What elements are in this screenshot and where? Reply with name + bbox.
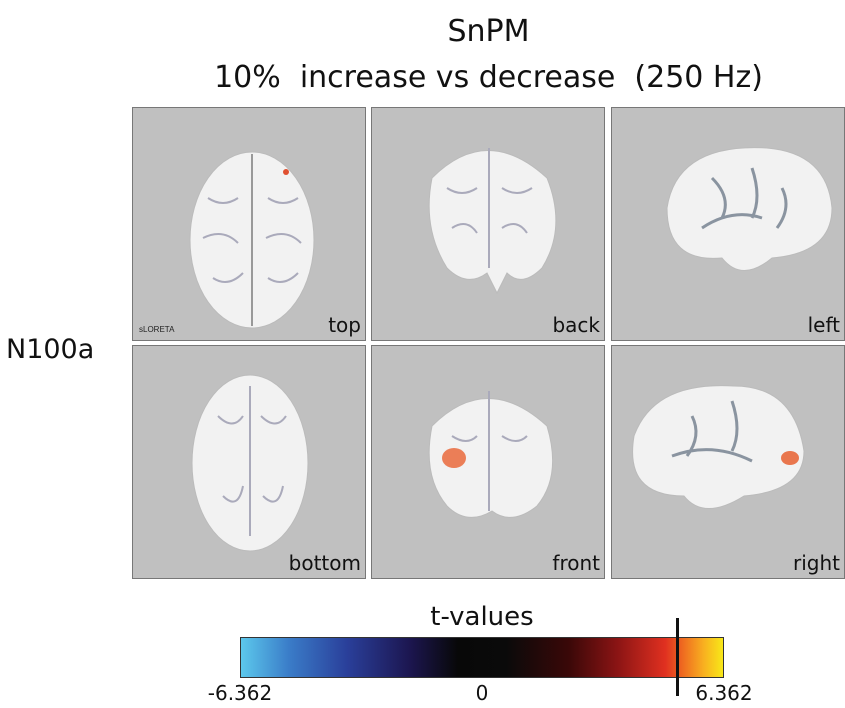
- view-label: left: [808, 313, 840, 337]
- view-label: right: [793, 551, 840, 575]
- colorbar-tick-label: -6.362: [208, 681, 272, 705]
- view-label: back: [552, 313, 600, 337]
- subtitle: 10% increase vs decrease (250 Hz): [132, 60, 845, 95]
- panel: right: [611, 345, 845, 579]
- panel: back: [371, 107, 605, 341]
- panel: sLORETA top: [132, 107, 366, 341]
- brain: [372, 346, 606, 580]
- colorbar-title: t-values: [240, 602, 724, 632]
- brain: [372, 108, 606, 342]
- colorbar-tick-label: 0: [476, 681, 489, 705]
- view-label: front: [552, 551, 600, 575]
- view-label: top: [328, 313, 361, 337]
- threshold-line: [676, 618, 679, 696]
- watermark: sLORETA: [139, 325, 174, 334]
- row-label: N100a: [6, 334, 94, 365]
- panel: front: [371, 345, 605, 579]
- figure: {"title": ["SnPM", "10% increase vs decr…: [0, 0, 845, 708]
- panel: bottom: [132, 345, 366, 579]
- colorbar: [240, 637, 724, 678]
- brain: [133, 108, 367, 342]
- brain: [133, 346, 367, 580]
- panel: left: [611, 107, 845, 341]
- title: SnPM: [132, 14, 845, 49]
- colorbar-tick-label: 6.362: [695, 681, 752, 705]
- brain: [612, 108, 845, 342]
- view-label: bottom: [289, 551, 361, 575]
- brain: [612, 346, 845, 580]
